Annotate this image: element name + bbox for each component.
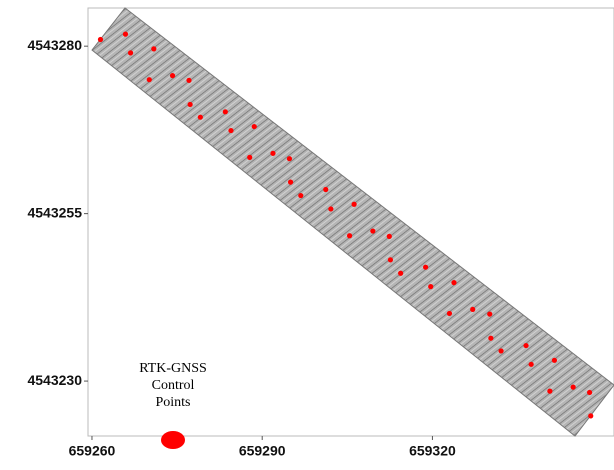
control-point: [451, 280, 456, 285]
control-point: [587, 390, 592, 395]
legend-label: RTK-GNSS Control Points: [133, 360, 213, 411]
control-point: [529, 362, 534, 367]
control-point: [186, 78, 191, 83]
control-point: [428, 284, 433, 289]
figure: 454323045432554543280659260659290659320 …: [0, 0, 614, 470]
x-tick-label: 659260: [69, 443, 116, 459]
control-point: [188, 102, 193, 107]
control-point: [423, 265, 428, 270]
control-point: [151, 46, 156, 51]
control-point: [488, 336, 493, 341]
control-point: [147, 77, 152, 82]
control-point: [387, 234, 392, 239]
control-point: [223, 109, 228, 114]
control-point: [447, 311, 452, 316]
control-point: [123, 32, 128, 37]
control-point: [347, 233, 352, 238]
control-point: [352, 202, 357, 207]
y-tick-label: 4543230: [27, 372, 82, 388]
control-point: [228, 128, 233, 133]
control-point: [523, 343, 528, 348]
x-tick-label: 659320: [409, 443, 456, 459]
control-point: [552, 358, 557, 363]
chart: 4543230 4543255 4543280 659260 659290 659320: [0, 0, 614, 470]
control-point: [128, 50, 133, 55]
control-point: [198, 115, 203, 120]
control-point: [288, 180, 293, 185]
control-point: [588, 413, 593, 418]
control-point: [298, 193, 303, 198]
control-point: [388, 257, 393, 262]
control-point: [328, 206, 333, 211]
y-tick-label: 4543280: [27, 37, 82, 53]
control-point: [498, 348, 503, 353]
legend-marker: [161, 431, 185, 449]
control-point: [547, 389, 552, 394]
control-point: [287, 156, 292, 161]
control-point: [398, 271, 403, 276]
control-point: [98, 37, 103, 42]
control-point: [252, 124, 257, 129]
control-point: [247, 155, 252, 160]
x-tick-label: 659290: [239, 443, 286, 459]
control-point: [470, 307, 475, 312]
control-point: [571, 385, 576, 390]
control-point: [323, 187, 328, 192]
control-point: [170, 73, 175, 78]
control-point: [270, 151, 275, 156]
control-point: [370, 228, 375, 233]
control-point: [487, 311, 492, 316]
y-tick-label: 4543255: [27, 204, 82, 220]
